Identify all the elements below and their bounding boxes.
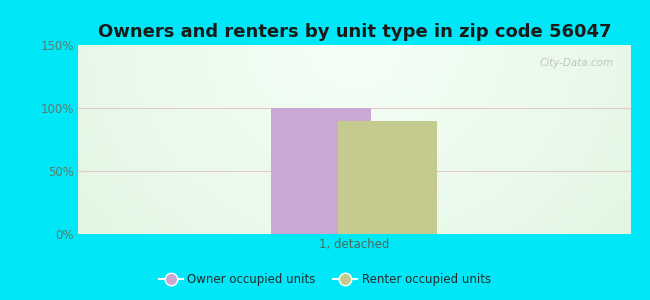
Text: City-Data.com: City-Data.com: [540, 58, 614, 68]
Bar: [272, 108, 370, 234]
Bar: [338, 121, 437, 234]
Title: Owners and renters by unit type in zip code 56047: Owners and renters by unit type in zip c…: [98, 23, 611, 41]
Legend: Owner occupied units, Renter occupied units: Owner occupied units, Renter occupied un…: [154, 269, 496, 291]
